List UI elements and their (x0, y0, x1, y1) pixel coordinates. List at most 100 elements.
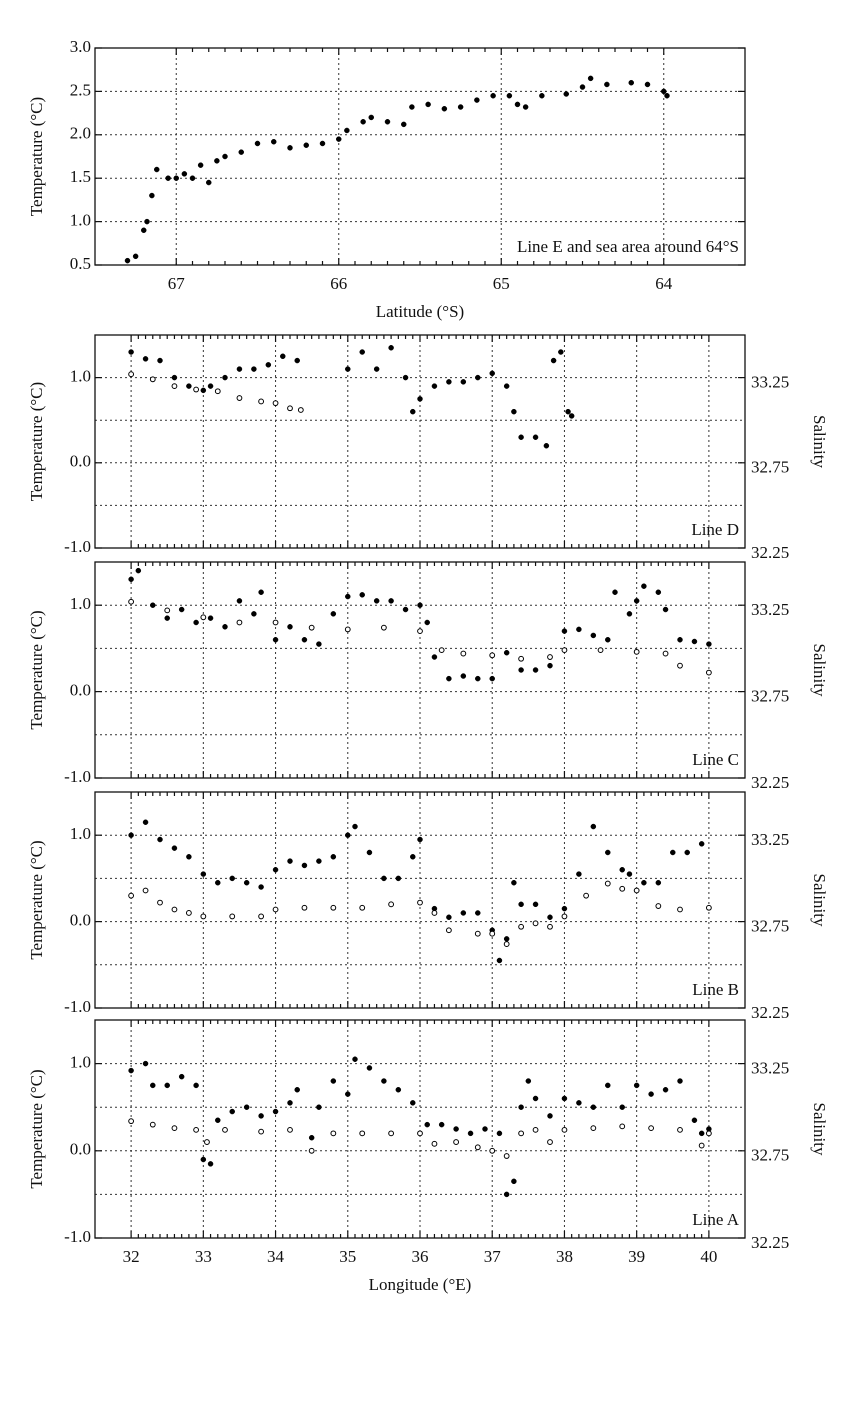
salinity-point (518, 655, 525, 662)
temperature-point (238, 149, 244, 155)
salinity-point (258, 913, 265, 920)
temperature-point (171, 374, 178, 381)
temperature-point (474, 97, 480, 103)
temperature-point (271, 138, 277, 145)
salinity-point (445, 927, 452, 934)
temperature-point (395, 875, 402, 882)
temperature-point (503, 649, 510, 656)
y2-tick-label: 33.25 (751, 1059, 789, 1078)
y2-tick-label: 32.75 (751, 917, 789, 936)
salinity-point (431, 910, 438, 916)
temperature-point (518, 1104, 524, 1110)
temperature-point (518, 901, 524, 908)
panel-label: Line C (692, 750, 739, 769)
salinity-point (272, 619, 279, 626)
y2-axis-title: Salinity (810, 1103, 829, 1156)
temperature-point (229, 1108, 235, 1115)
temperature-point (511, 408, 517, 415)
salinity-point (597, 647, 604, 654)
salinity-point (561, 647, 568, 654)
temperature-point (532, 434, 539, 440)
temperature-point (173, 175, 179, 181)
temperature-point (576, 1100, 582, 1106)
salinity-point (388, 1130, 395, 1137)
temperature-point (424, 1121, 430, 1128)
salinity-point (301, 904, 308, 911)
temperature-point (384, 119, 391, 125)
salinity-point (619, 1123, 626, 1130)
salinity-point (330, 1130, 337, 1137)
salinity-point (149, 1121, 156, 1128)
y-tick-label: 2.5 (70, 80, 91, 99)
temperature-point (142, 819, 149, 825)
y2-tick-label: 32.75 (751, 687, 789, 706)
temperature-point (655, 879, 662, 886)
y2-tick-label: 33.25 (751, 600, 789, 619)
salinity-point (214, 388, 221, 395)
temperature-point (352, 823, 358, 830)
y-tick-label: -1.0 (64, 767, 91, 786)
salinity-point (561, 1126, 568, 1133)
temperature-point (410, 1100, 416, 1106)
salinity-point (128, 1118, 135, 1125)
panel-label: Line B (692, 980, 739, 999)
temperature-point (345, 832, 351, 838)
salinity-point (272, 400, 279, 407)
temperature-point (193, 1082, 199, 1089)
temperature-point (590, 632, 597, 639)
temperature-point (664, 92, 670, 99)
salinity-point (128, 598, 135, 605)
temperature-point (178, 1073, 185, 1080)
y2-tick-label: 32.25 (751, 773, 789, 792)
temperature-point (287, 145, 293, 151)
temperature-point (641, 879, 647, 886)
temperature-point (171, 845, 178, 851)
x-tick-label: 39 (628, 1247, 645, 1266)
y-tick-label: 1.5 (70, 167, 91, 186)
temperature-point (518, 667, 524, 673)
temperature-point (359, 349, 365, 355)
salinity-point (518, 923, 525, 930)
temperature-point (243, 879, 250, 886)
y-tick-label: 0.5 (70, 254, 91, 273)
temperature-point (251, 611, 257, 617)
temperature-point (366, 1065, 373, 1071)
temperature-point (254, 140, 261, 147)
temperature-point (503, 936, 510, 942)
y-tick-label: 0.0 (70, 1140, 91, 1159)
salinity-point (229, 913, 236, 920)
salinity-point (532, 1126, 539, 1133)
salinity-point (518, 1130, 525, 1137)
temperature-point (368, 114, 374, 121)
temperature-point (388, 598, 394, 604)
temperature-point (503, 1191, 510, 1198)
temperature-point (563, 91, 569, 97)
x-tick-label: 36 (412, 1247, 429, 1266)
temperature-point (568, 413, 575, 419)
y-axis-title: Temperature (°C) (27, 1069, 46, 1188)
temperature-point (547, 1113, 553, 1119)
salinity-point (193, 1126, 200, 1133)
salinity-point (344, 626, 351, 633)
temperature-point (482, 1126, 488, 1132)
temperature-point (258, 1113, 264, 1119)
temperature-point (628, 79, 634, 86)
temperature-point (381, 1078, 387, 1084)
y-axis-title: Temperature (°C) (27, 382, 46, 501)
temperature-point (543, 443, 550, 449)
temperature-point (424, 619, 430, 626)
y-tick-label: 0.0 (70, 452, 91, 471)
temperature-point (587, 75, 594, 82)
panel: 1.0 0.0 -1.0 33.25 32.75 32.25 Temperature (°C… (27, 334, 829, 562)
y-tick-label: 0.0 (70, 681, 91, 700)
temperature-point (475, 910, 481, 916)
salinity-point (236, 619, 243, 626)
temperature-point (662, 1087, 669, 1093)
temperature-point (410, 854, 416, 860)
salinity-point (171, 1125, 178, 1132)
temperature-point (684, 849, 690, 856)
temperature-point (316, 1104, 322, 1110)
temperature-point (207, 615, 214, 621)
y-tick-label: 2.0 (70, 124, 91, 143)
salinity-point (677, 662, 683, 669)
